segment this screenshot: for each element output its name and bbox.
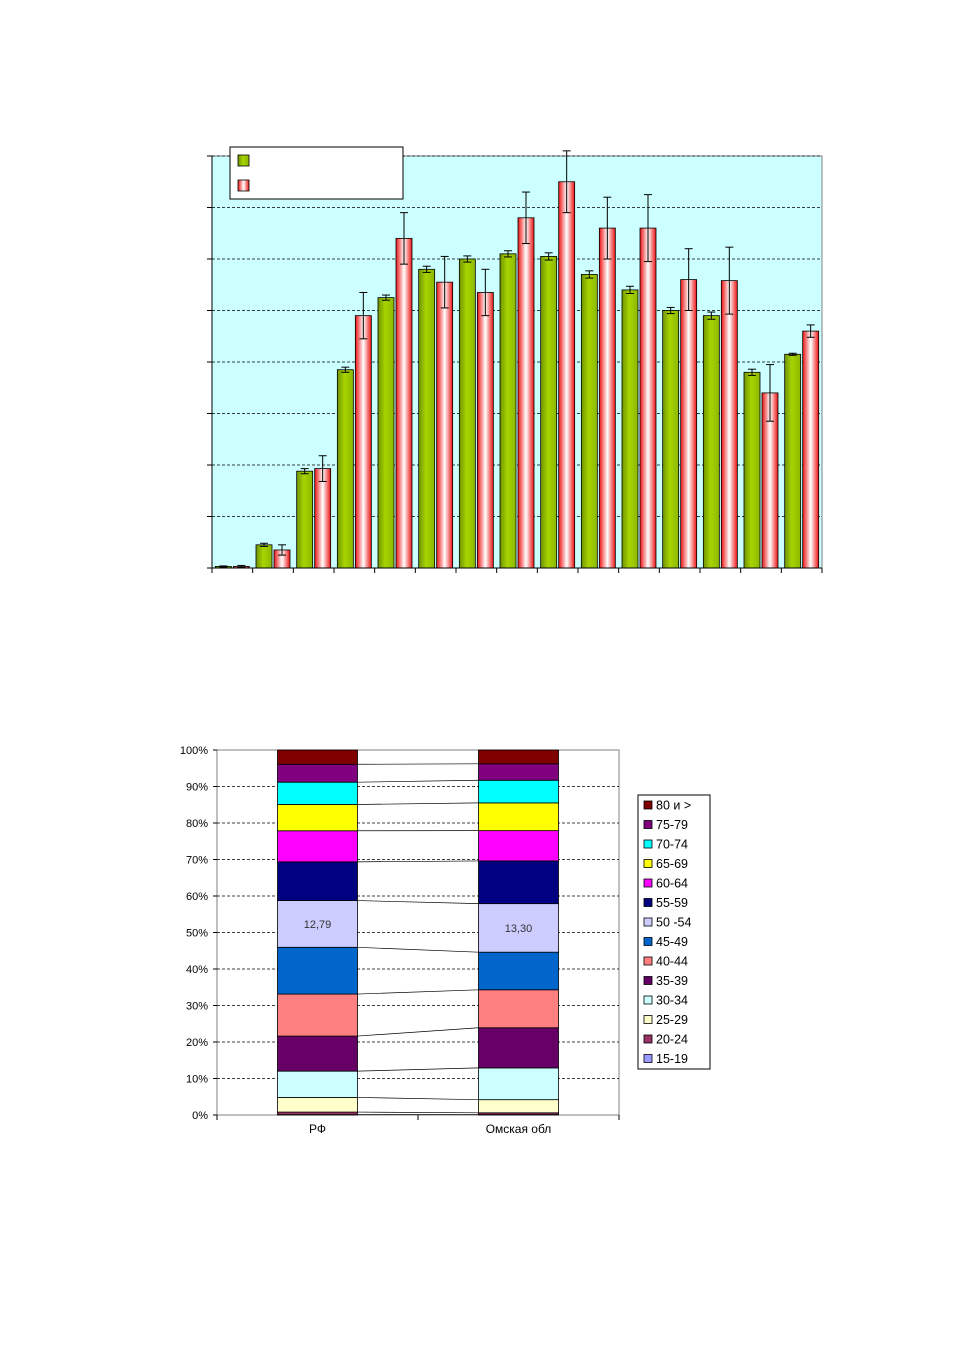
stack-segment [277, 1035, 358, 1072]
legend-2: 80 и > 75-79 70-74 65-69 60-64 55-59 50 -54 45-… [637, 794, 711, 1070]
legend-swatch [643, 1034, 653, 1044]
series-connectors [357, 763, 479, 1115]
legend-swatch-green [237, 154, 250, 167]
legend-label: 30-34 [656, 994, 688, 1008]
y-tick-label: 30% [186, 1001, 208, 1013]
stack-segment [277, 763, 358, 783]
stack-segment [277, 1070, 358, 1098]
stack-segment [277, 804, 358, 832]
legend-label: 60-64 [656, 877, 688, 891]
connector-line [357, 1067, 479, 1072]
stack-segment [478, 830, 559, 862]
legend-swatch [643, 917, 653, 927]
legend-swatch [643, 859, 653, 868]
y-tick-label: 0% [192, 1110, 208, 1122]
connector-line [357, 1027, 479, 1037]
stack-segment [478, 802, 559, 832]
legend [229, 146, 404, 200]
legend-swatch-red [237, 179, 250, 192]
legend-box-2 [637, 794, 711, 1070]
legend-swatch [643, 839, 653, 849]
age-bar-chart [207, 146, 823, 573]
connector-line [357, 860, 479, 863]
stack-segment [478, 1099, 559, 1114]
legend-swatch [643, 820, 653, 829]
legend-swatch [643, 898, 653, 907]
segment-data-label: 13,30 [505, 923, 533, 935]
connector-line [357, 989, 479, 995]
legend-swatch [643, 956, 653, 966]
segment-data-label: 12,79 [304, 919, 332, 931]
legend-label: 50 -54 [656, 916, 691, 930]
legend-label: 65-69 [656, 857, 688, 871]
legend-box [229, 146, 404, 200]
y-tick-label: 100% [180, 745, 208, 757]
stack-segment [277, 749, 358, 765]
y-tick-label: 90% [186, 782, 208, 794]
legend-swatch [643, 995, 653, 1005]
stack-segment [478, 860, 559, 905]
y-tick-label: 80% [186, 818, 208, 830]
legend-swatch [643, 800, 653, 810]
connector-line [357, 802, 479, 805]
stack-segment [478, 779, 559, 804]
connector-line [357, 1097, 479, 1101]
connector-line [357, 1111, 479, 1114]
legend-label: 35-39 [656, 974, 688, 988]
y-tick-label: 70% [186, 855, 208, 867]
stack-segment [277, 946, 358, 995]
legend-label: 70-74 [656, 838, 688, 852]
legend-swatch [643, 1054, 653, 1063]
y-tick-label: 40% [186, 964, 208, 976]
stack-segment [277, 781, 358, 805]
axes [207, 155, 823, 573]
connector-line [357, 900, 479, 904]
stack-segment [277, 830, 358, 863]
stack-segment [277, 1097, 358, 1113]
y-tick-label: 60% [186, 891, 208, 903]
connector-line [357, 946, 479, 953]
legend-label: 15-19 [656, 1052, 688, 1066]
legend-label: 40-44 [656, 955, 688, 969]
connector-line [357, 779, 479, 783]
y-tick-label: 20% [186, 1037, 208, 1049]
legend-label: 25-29 [656, 1013, 688, 1027]
legend-label: 20-24 [656, 1033, 688, 1047]
stack-segment [277, 900, 358, 948]
x-category-label: РФ [309, 1122, 326, 1136]
legend-swatch [643, 976, 653, 985]
y-tick-label: 50% [186, 928, 208, 940]
stack-segment [478, 989, 559, 1029]
stack-segment [478, 763, 559, 781]
stack-segment [478, 1067, 559, 1101]
legend-label: 80 и > [656, 799, 691, 813]
legend-swatch [643, 878, 653, 888]
axes-2: 0% 10% 20% 30% 40% 50% 60% 70% 80% 90% 100% РФ Омска… [180, 745, 620, 1136]
y-tick-label: 10% [186, 1074, 208, 1086]
stack-segment [277, 861, 358, 901]
legend-label: 75-79 [656, 818, 688, 832]
stacked-bars: 12,79 13,30 [277, 749, 559, 1116]
legend-swatch [643, 1015, 653, 1024]
stack-segment [478, 951, 559, 991]
legend-label: 55-59 [656, 896, 688, 910]
legend-swatch [643, 937, 653, 946]
stack-segment [478, 1027, 559, 1069]
stack-segment [478, 749, 559, 765]
x-category-label: Омская обл [486, 1122, 552, 1136]
legend-label: 45-49 [656, 935, 688, 949]
stack-segment [277, 993, 358, 1037]
